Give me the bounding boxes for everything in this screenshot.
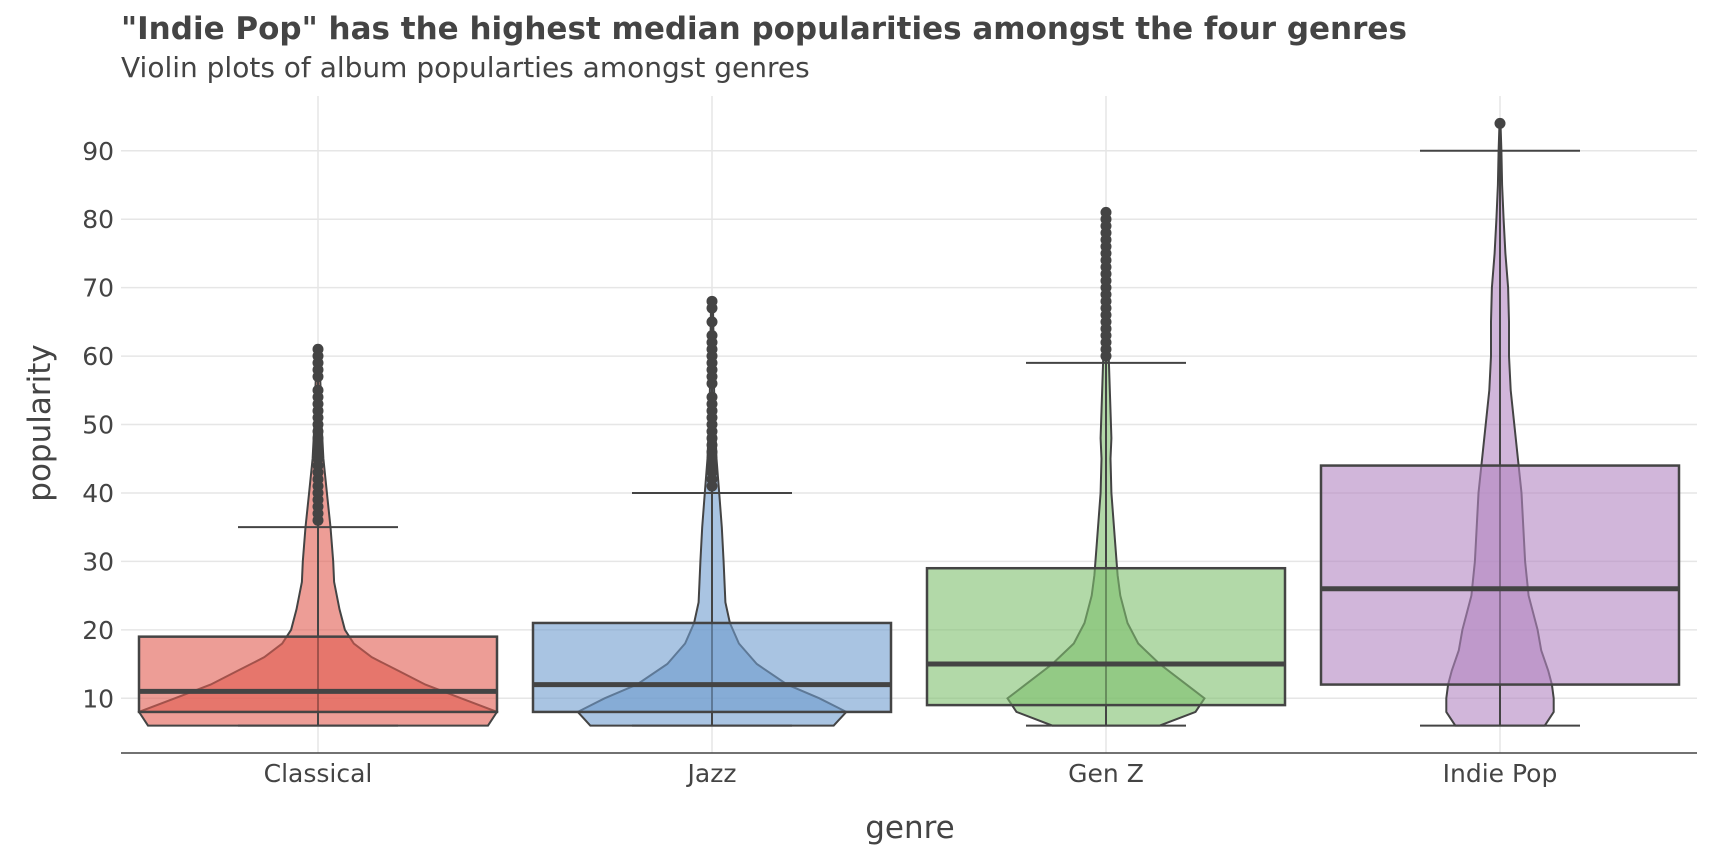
outlier-point-jazz-22 (706, 316, 718, 328)
y-tick-label-70: 70 (82, 274, 114, 303)
box-classical (137, 635, 499, 714)
chart-title: "Indie Pop" has the highest median popul… (121, 11, 1407, 47)
y-tick-label-50: 50 (82, 411, 114, 440)
outlier-point-jazz-13 (706, 391, 718, 403)
y-tick-label-80: 80 (82, 205, 114, 234)
y-tick-label-20: 20 (82, 616, 114, 645)
x-tick-label-jazz: Jazz (686, 759, 737, 788)
axes: 10 20 30 40 50 60 70 80 90 Classical Jazz Gen Z Indi… (82, 137, 1697, 788)
y-tick-label-90: 90 (82, 137, 114, 166)
outlier-point-jazz-21 (706, 330, 718, 342)
outliers (312, 117, 1506, 526)
y-tick-label-60: 60 (82, 342, 114, 371)
outlier-point-classical-24 (312, 343, 324, 355)
y-tick-label-10: 10 (82, 684, 114, 713)
y-tick-label-40: 40 (82, 479, 114, 508)
x-axis-title: genre (865, 810, 955, 846)
x-tick-label-classical: Classical (264, 759, 373, 788)
outlier-point-gen-z-21 (1100, 206, 1112, 218)
box-gen-z (925, 566, 1287, 707)
x-tick-label-gen-z: Gen Z (1068, 759, 1144, 788)
boxplots (137, 123, 1681, 727)
box-jazz (531, 621, 893, 714)
box-indie-pop (1319, 464, 1681, 686)
x-tick-label-indie-pop: Indie Pop (1443, 759, 1558, 788)
y-axis-title: popularity (22, 344, 58, 501)
chart-subtitle: Violin plots of album popularties amongs… (121, 51, 810, 84)
y-tick-label-30: 30 (82, 547, 114, 576)
outlier-point-jazz-24 (706, 295, 718, 307)
outlier-point-indie-pop-0 (1494, 117, 1506, 129)
outlier-point-classical-19 (312, 384, 324, 396)
